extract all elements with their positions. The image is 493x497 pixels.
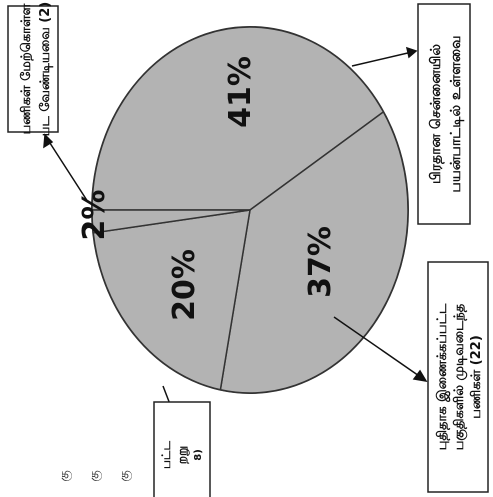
percent-label-2: 2%	[77, 190, 112, 241]
callout-line: பட வேண்டியவை (2)	[38, 2, 53, 136]
callout-box	[427, 261, 489, 493]
slice-main-chennai	[91, 26, 385, 211]
callout-completed-work: புதிதாக இணைக்கப்பட்ட பகுதிகளில் முடிவடைந…	[427, 261, 489, 493]
callout-line: றறு	[175, 446, 190, 464]
callout-partial: பட்ட றறு 8)	[153, 401, 211, 497]
slice-partial	[92, 209, 251, 391]
callout-line: பணிகள் (22)	[469, 335, 484, 419]
callout-line: பட்ட	[159, 441, 173, 469]
percent-label-20: 20%	[167, 249, 202, 321]
margin-glyph: கு	[117, 470, 132, 481]
callout-box	[153, 401, 211, 497]
callout-box	[417, 3, 471, 225]
callout-box	[7, 5, 59, 133]
callout-line: புதிதாக இணைக்கப்பட்ட	[435, 303, 450, 450]
callout-line: பணிகள் மேற்கொள்ள	[19, 3, 34, 134]
callout-pending-work: பணிகள் மேற்கொள்ள பட வேண்டியவை (2)	[7, 2, 59, 136]
percent-label-41: 41%	[223, 56, 258, 128]
percent-labels: 41% 37% 20% 2%	[77, 56, 338, 321]
callout-line: 8)	[193, 449, 204, 461]
slice-completed-work	[219, 110, 409, 394]
percent-label-37: 37%	[303, 226, 338, 298]
slice-pending-work	[91, 209, 251, 234]
callout-line: பயன்பாட்டில் உள்ளவை	[448, 35, 464, 192]
margin-glyph: கு	[57, 470, 72, 481]
callout-line: பிரதான சென்னையில்	[428, 44, 445, 184]
margin-text: கு கு கு	[57, 470, 132, 481]
callout-main-chennai: பிரதான சென்னையில் பயன்பாட்டில் உள்ளவை	[417, 3, 471, 225]
pie-slices	[91, 26, 409, 394]
callout-line: பகுதிகளில் முடிவடைந்த	[452, 303, 467, 450]
margin-glyph: கு	[87, 470, 102, 481]
